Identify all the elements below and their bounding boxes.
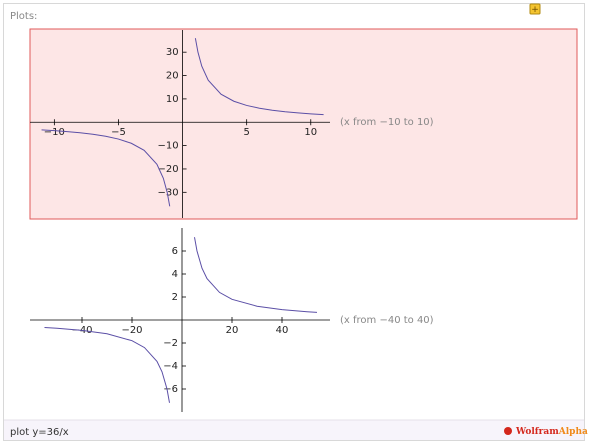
y-tick-label: −10: [157, 141, 178, 152]
logo-wolfram[interactable]: Wolfram: [515, 427, 559, 437]
y-tick-label: −6: [163, 384, 178, 395]
y-tick-label: −30: [157, 187, 178, 198]
y-tick-label: −2: [163, 338, 178, 349]
y-tick-label: 10: [166, 94, 179, 105]
y-tick-label: 30: [166, 47, 179, 58]
y-tick-label: 6: [172, 246, 178, 257]
pod-title: Plots:: [10, 11, 37, 22]
curve: [41, 38, 324, 207]
y-tick-label: 20: [166, 71, 179, 82]
x-tick-label: 10: [304, 127, 317, 138]
y-tick-label: 2: [172, 292, 178, 303]
x-tick-label: 20: [226, 325, 239, 336]
highlight-box: [29, 28, 578, 220]
expand-button[interactable]: [529, 3, 541, 15]
x-tick-label: −20: [121, 325, 142, 336]
expand-icon[interactable]: +: [531, 5, 539, 15]
plot-caption: (x from −10 to 10): [340, 117, 434, 128]
logo-icon: [504, 427, 512, 435]
y-tick-label: −20: [157, 164, 178, 175]
x-tick-label: −5: [111, 127, 126, 138]
curve: [44, 237, 318, 403]
plot-caption: (x from −40 to 40): [340, 315, 434, 326]
input-text[interactable]: plot y=36/x: [10, 427, 69, 438]
y-tick-label: 4: [172, 269, 178, 280]
logo-alpha[interactable]: Alpha: [558, 427, 588, 437]
y-tick-label: −4: [163, 361, 178, 372]
logo[interactable]: WolframAlpha: [515, 427, 588, 437]
x-tick-label: 5: [243, 127, 249, 138]
x-tick-label: 40: [276, 325, 289, 336]
footer-bar: [4, 420, 584, 440]
x-tick-label: −10: [44, 127, 65, 138]
